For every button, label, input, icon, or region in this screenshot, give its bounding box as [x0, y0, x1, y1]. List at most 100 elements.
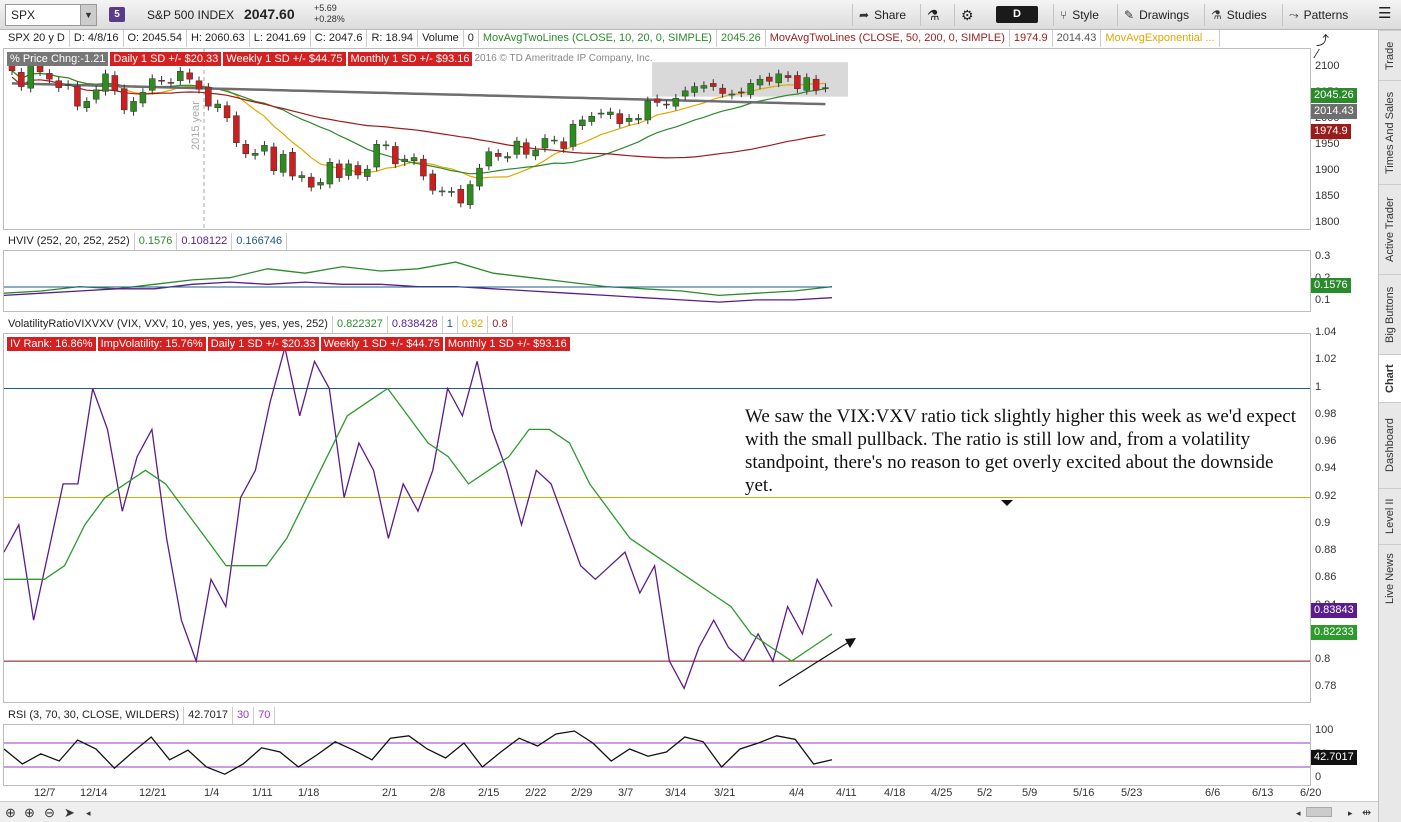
candle-body [756, 78, 764, 86]
ratio-value-label: 0.83843 [1311, 603, 1357, 618]
price-change-label: % Price Chng:-1.21 [7, 52, 109, 66]
x-tick-label: 5/16 [1073, 787, 1095, 799]
candle-body [551, 139, 558, 142]
x-tick-label: 12/7 [34, 787, 56, 799]
candle-body [457, 189, 465, 204]
x-tick-label: 4/4 [789, 787, 805, 799]
share-button[interactable]: ➦ Share [852, 4, 912, 26]
gear-icon[interactable]: ⚙ [954, 4, 980, 26]
link-group-badge[interactable]: 5 [109, 7, 125, 22]
rsi-chart[interactable] [3, 725, 1310, 785]
price-chart[interactable] [4, 49, 1310, 229]
style-button[interactable]: ⑂ Style [1053, 4, 1105, 26]
candle-body [738, 91, 745, 94]
vr-chart[interactable] [3, 334, 1310, 702]
zoom-in-icon[interactable]: ⊕ [24, 805, 35, 820]
vr-tick: 0.92 [1315, 489, 1337, 502]
x-axis: 12/7 12/14 12/21 1/4 1/11 1/18 2/1 2/8 2/15 2/22 2… [0, 785, 1378, 803]
vr-study[interactable]: VolatilityRatioVIXVXV (VIX, VXV, 10, yes… [4, 316, 333, 333]
daily-sd-label: Daily 1 SD +/- $20.33 [110, 52, 222, 66]
rsi-v3: 70 [254, 707, 276, 724]
vr-weekly-sd-label: Weekly 1 SD +/- $44.75 [320, 337, 443, 351]
candle-body [102, 73, 109, 92]
high-value: H: 2060.63 [187, 30, 250, 47]
zoom-reset-icon[interactable]: ⊕ [5, 805, 16, 820]
rsi-scale[interactable]: 100 50 0 42.7017 [1311, 724, 1366, 786]
tab-trade[interactable]: Trade [1379, 30, 1401, 80]
ma1-study[interactable]: MovAvgTwoLines (CLOSE, 10, 20, 0, SIMPLE… [479, 30, 717, 47]
ma50-price-label: 1974.9 [1311, 124, 1351, 139]
patterns-button[interactable]: ⤳ Patterns [1282, 4, 1354, 26]
hviv-value-label: 0.1576 [1311, 278, 1351, 293]
candle-body [345, 163, 352, 176]
period-button[interactable]: D [996, 6, 1038, 23]
price-scale[interactable]: 2100 2050 2000 1950 1900 1850 1800 2045.… [1311, 48, 1366, 230]
candle-body [597, 112, 605, 115]
scroll-left-icon[interactable]: ◂ [86, 808, 91, 818]
price-tick: 2100 [1315, 60, 1340, 72]
x-tick-label: 4/11 [836, 787, 857, 799]
candle-body [401, 158, 408, 163]
candle-body [794, 75, 801, 89]
drawings-label: Drawings [1139, 8, 1190, 22]
candle-body [205, 86, 212, 107]
last-price: 2047.60 [244, 6, 295, 22]
candle-body [438, 190, 446, 193]
price-tick: 1900 [1315, 164, 1340, 176]
symbol-period[interactable]: SPX 20 y D [4, 30, 70, 47]
ma200-price-label: 2014.43 [1311, 104, 1357, 119]
open-value: O: 2045.54 [124, 30, 187, 47]
hviv-scale[interactable]: 0.3 0.2 0.1 0.1576 [1311, 250, 1366, 312]
tab-level-ii[interactable]: Level II [1379, 488, 1401, 544]
candle-body [64, 84, 72, 86]
hviv-chart[interactable] [3, 251, 1310, 311]
candle-body [392, 146, 399, 165]
menu-icon[interactable]: ☰ [1378, 5, 1392, 22]
draw-tool-icon[interactable]: ∕ [1316, 46, 1319, 61]
candle-body [710, 83, 717, 87]
pointer-icon[interactable]: ➤ [64, 805, 75, 820]
crosshair-icon[interactable]: ⤴ [1316, 33, 1330, 48]
vr-tick: 0.9 [1315, 516, 1331, 529]
rsi-study[interactable]: RSI (3, 70, 30, CLOSE, WILDERS) [4, 707, 185, 724]
candle-body [523, 142, 530, 155]
candle-body [177, 70, 184, 82]
candle-body [186, 72, 193, 80]
volume-label: Volume [418, 30, 464, 47]
tab-big-buttons[interactable]: Big Buttons [1379, 274, 1401, 354]
candle-body [569, 123, 577, 147]
ma3-study[interactable]: MovAvgExponential ... [1101, 30, 1220, 47]
symbol-dropdown-chevron-icon[interactable]: ▼ [80, 5, 96, 25]
candle-body [214, 103, 221, 109]
tab-times-and-sales[interactable]: Times And Sales [1379, 80, 1401, 184]
candle-body [289, 151, 296, 177]
scrollbar-thumb[interactable] [1306, 807, 1332, 817]
ma2-study[interactable]: MovAvgTwoLines (CLOSE, 50, 200, 0, SIMPL… [766, 30, 1010, 47]
candle-body [812, 78, 820, 91]
x-tick-label: 6/6 [1205, 787, 1221, 799]
expand-icon[interactable]: ⇹ [1362, 807, 1372, 819]
flask-icon[interactable]: ⚗ [920, 4, 946, 26]
scroll-left-end-icon[interactable]: ◂ [1296, 808, 1301, 818]
hviv-study[interactable]: HVIV (252, 20, 252, 252) [4, 233, 135, 250]
candle-body [775, 73, 782, 84]
x-tick-label: 3/21 [714, 787, 736, 799]
x-tick-label: 4/18 [884, 787, 906, 799]
style-label: Style [1072, 8, 1099, 22]
scroll-right-icon[interactable]: ▸ [1348, 808, 1353, 818]
vr-tick: 0.78 [1315, 680, 1337, 693]
candle-body [149, 78, 156, 91]
ma10-price-label: 2045.26 [1311, 88, 1357, 103]
vr-scale[interactable]: 1.041.0210.980.960.940.920.90.880.860.84… [1311, 326, 1366, 703]
zoom-out-icon[interactable]: ⊖ [44, 805, 55, 820]
rsi-pane [3, 724, 1311, 786]
tab-dashboard[interactable]: Dashboard [1379, 402, 1401, 488]
hviv-pane [3, 250, 1311, 312]
tab-live-news[interactable]: Live News [1379, 544, 1401, 612]
drawings-button[interactable]: ✎ Drawings [1117, 4, 1195, 26]
studies-button[interactable]: ⚗ Studies [1204, 4, 1273, 26]
tab-chart[interactable]: Chart [1379, 354, 1401, 402]
tab-active-trader[interactable]: Active Trader [1379, 184, 1401, 274]
symbol-input[interactable]: SPX [5, 4, 97, 26]
candle-body [298, 175, 306, 178]
